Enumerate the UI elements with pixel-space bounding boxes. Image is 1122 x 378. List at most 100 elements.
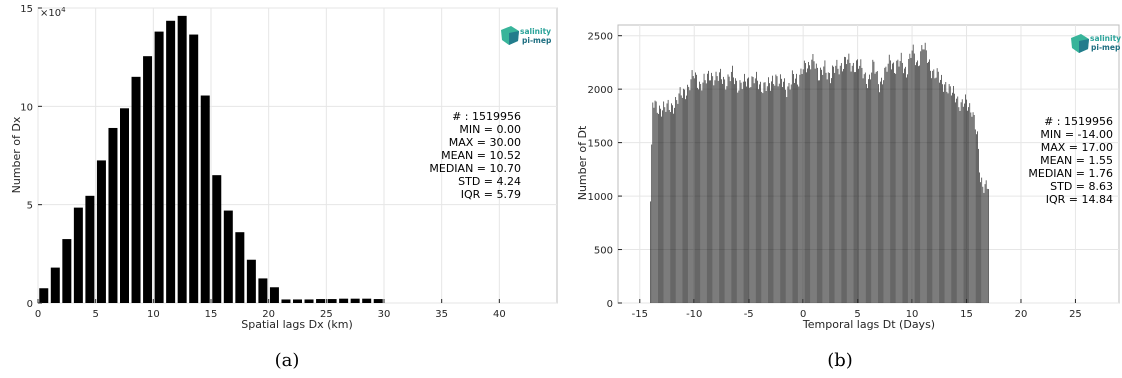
bar-b xyxy=(880,81,881,303)
bar-b xyxy=(962,106,964,304)
bar-a xyxy=(131,76,141,303)
bar-a xyxy=(327,299,337,303)
x-ticks-b: -15 -10 -5 0 5 10 15 20 25 xyxy=(632,299,1082,320)
bar-b xyxy=(738,90,740,303)
stat-line-a: MEDIAN = 10.70 xyxy=(429,162,521,175)
bar-b xyxy=(953,85,954,303)
bar-b xyxy=(960,102,962,303)
bar-b xyxy=(983,192,985,303)
x-axis-label-a: Spatial lags Dx (km) xyxy=(241,318,353,331)
bars-a xyxy=(39,15,383,304)
bar-a xyxy=(120,108,129,303)
bar-b xyxy=(818,80,819,303)
bar-b xyxy=(716,76,718,303)
x-tick-label-b: -10 xyxy=(686,309,702,320)
bar-b xyxy=(664,107,666,303)
bar-b xyxy=(979,172,980,303)
bar-b xyxy=(686,95,687,304)
bar-a xyxy=(62,239,72,303)
bar-b xyxy=(727,74,729,304)
bar-b xyxy=(897,59,899,304)
stat-line-b: STD = 8.63 xyxy=(1050,180,1113,193)
bar-b xyxy=(665,111,667,303)
bar-b xyxy=(908,58,910,303)
y-tick-label-b: 0 xyxy=(607,299,613,310)
bar-b xyxy=(881,77,882,304)
stat-line-a: MIN = 0.00 xyxy=(459,123,521,136)
bar-b xyxy=(966,99,967,303)
bar-b xyxy=(668,110,670,303)
bar-b xyxy=(913,53,915,304)
bar-b xyxy=(779,74,781,303)
bar-b xyxy=(709,80,710,303)
bar-b xyxy=(830,83,831,303)
bar-b xyxy=(786,97,788,303)
x-tick-label-a: 20 xyxy=(262,309,275,320)
bar-b xyxy=(894,72,895,304)
bar-b xyxy=(850,71,852,303)
bar-a xyxy=(85,195,95,303)
bar-b xyxy=(882,84,883,303)
bar-a xyxy=(189,34,199,304)
bar-b xyxy=(847,59,849,303)
bar-a xyxy=(50,267,60,303)
bar-b xyxy=(655,101,657,303)
bar-b xyxy=(971,116,973,304)
bar-b xyxy=(862,78,864,303)
bar-a xyxy=(258,278,268,303)
bar-b xyxy=(688,86,690,303)
bar-b xyxy=(692,76,694,303)
x-ticks-a: 0 5 10 15 20 25 30 35 40 xyxy=(35,299,506,320)
bar-b xyxy=(846,64,848,303)
bar-b xyxy=(793,74,794,304)
bar-b xyxy=(937,71,939,303)
bar-b xyxy=(771,81,772,303)
bar-b xyxy=(921,45,923,304)
bar-b xyxy=(764,82,766,303)
bar-b xyxy=(810,69,812,303)
bar-b xyxy=(663,101,665,303)
bar-b xyxy=(723,76,724,303)
bar-b xyxy=(909,53,911,303)
logo-text-bottom-a: pi-mep xyxy=(522,36,552,45)
bar-b xyxy=(836,59,838,303)
bar-b xyxy=(842,71,843,303)
x-tick-label-b: -5 xyxy=(744,309,754,320)
bar-b xyxy=(857,59,858,303)
y-multiplier-a: ×104 xyxy=(40,6,66,19)
bar-b xyxy=(867,88,868,304)
bar-b xyxy=(899,61,901,303)
bar-b xyxy=(955,102,956,303)
bar-b xyxy=(721,79,722,303)
bar-b xyxy=(805,63,806,303)
bar-b xyxy=(747,78,748,304)
bar-b xyxy=(752,77,754,304)
bar-b xyxy=(798,86,800,303)
bar-b xyxy=(700,84,702,303)
bar-b xyxy=(823,66,825,304)
stat-line-a: STD = 4.24 xyxy=(458,175,521,188)
y-multiplier-exp-a: 4 xyxy=(61,6,66,14)
bar-b xyxy=(891,69,892,303)
bar-b xyxy=(691,70,693,303)
bar-a xyxy=(108,127,118,303)
bar-b xyxy=(762,93,764,303)
bar-b xyxy=(753,83,755,303)
bar-b xyxy=(837,68,839,303)
bar-a xyxy=(96,160,106,303)
stat-line-a: IQR = 5.79 xyxy=(461,188,521,201)
bar-b xyxy=(751,76,753,303)
logo-text-bottom-b: pi-mep xyxy=(1091,43,1121,52)
bar-b xyxy=(720,68,721,304)
bar-b xyxy=(785,89,787,303)
bar-b xyxy=(840,63,842,303)
bar-b xyxy=(673,113,674,304)
bar-b xyxy=(905,66,906,303)
bar-b xyxy=(759,84,760,303)
bar-b xyxy=(852,62,854,304)
bar-b xyxy=(705,83,707,303)
bar-b xyxy=(791,70,793,303)
bar-b xyxy=(889,60,891,304)
